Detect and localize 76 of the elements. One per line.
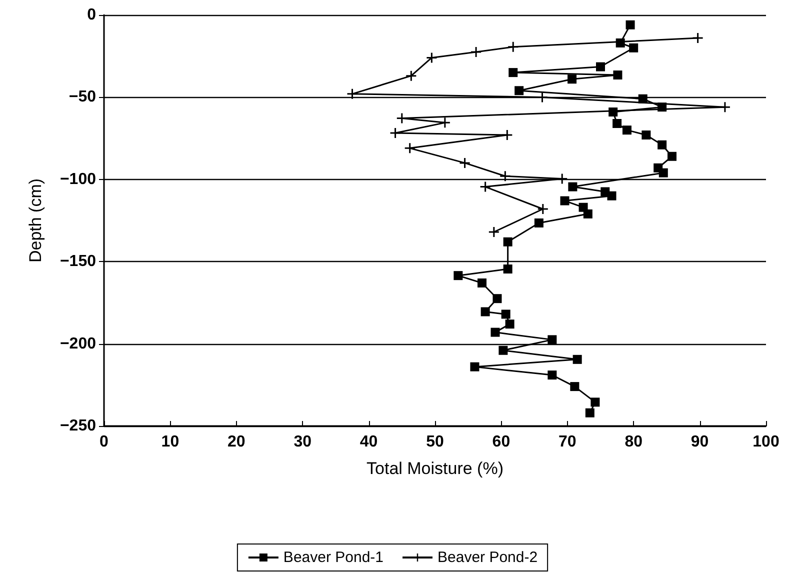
point	[501, 310, 510, 319]
x-tick-label: 10	[161, 434, 180, 450]
point	[658, 168, 668, 178]
point	[498, 346, 508, 355]
x-tick-label: 30	[294, 434, 312, 450]
y-tick-label: −100	[60, 170, 96, 188]
x-tick-label: 60	[492, 434, 510, 450]
x-tick-label: 0	[100, 434, 109, 450]
point	[626, 20, 635, 30]
point	[692, 33, 703, 44]
point	[590, 398, 600, 407]
point	[616, 38, 625, 48]
point	[560, 196, 570, 206]
point	[478, 278, 486, 288]
point	[638, 94, 648, 104]
point	[502, 130, 512, 140]
point	[480, 182, 490, 192]
point	[622, 126, 632, 135]
point	[440, 118, 450, 128]
x-tick-label: 50	[426, 434, 444, 450]
legend-label: Beaver Pond-2	[438, 549, 538, 566]
point	[470, 362, 480, 372]
point	[508, 68, 518, 78]
point	[613, 70, 622, 80]
point	[471, 46, 482, 57]
point	[404, 143, 415, 154]
point	[583, 209, 592, 218]
point	[480, 307, 490, 316]
x-tick-label: 70	[558, 434, 576, 450]
point	[534, 218, 544, 228]
point	[572, 354, 582, 364]
point	[612, 119, 622, 128]
point	[608, 107, 618, 116]
point	[508, 42, 518, 52]
point	[492, 294, 502, 304]
point	[514, 86, 524, 96]
point	[548, 370, 557, 380]
legend-label: Beaver Pond-1	[283, 549, 384, 566]
point	[548, 335, 557, 344]
x-tick-label: 20	[228, 434, 246, 450]
point	[426, 52, 437, 63]
point	[596, 62, 605, 72]
point	[503, 264, 512, 274]
point	[585, 408, 594, 418]
x-axis-title: Total Moisture (%)	[366, 459, 504, 478]
point	[629, 43, 638, 52]
point	[500, 171, 510, 182]
x-tick-label: 40	[360, 434, 378, 450]
point	[658, 102, 667, 112]
point	[720, 102, 730, 112]
y-tick-label: −200	[60, 335, 96, 352]
y-tick-label: −150	[60, 253, 96, 270]
point	[642, 130, 651, 140]
x-tick-label: 90	[690, 434, 709, 450]
point	[454, 271, 463, 280]
point	[667, 152, 676, 161]
y-tick-label: 0	[87, 6, 96, 24]
point	[460, 158, 470, 168]
point	[568, 74, 577, 84]
point	[570, 382, 580, 392]
point	[503, 237, 512, 246]
point	[390, 128, 400, 138]
point	[568, 182, 578, 192]
point	[490, 328, 500, 337]
y-axis-title: Depth (cm)	[26, 178, 45, 263]
point	[658, 140, 667, 150]
point	[607, 191, 616, 200]
point	[538, 204, 548, 214]
point	[488, 227, 499, 238]
point	[406, 70, 416, 81]
point	[347, 88, 358, 99]
y-tick-label: −50	[68, 88, 96, 106]
y-tick-label: −250	[60, 418, 96, 434]
x-tick-label: 100	[752, 434, 780, 450]
x-tick-label: 80	[624, 434, 643, 450]
point	[505, 320, 514, 329]
